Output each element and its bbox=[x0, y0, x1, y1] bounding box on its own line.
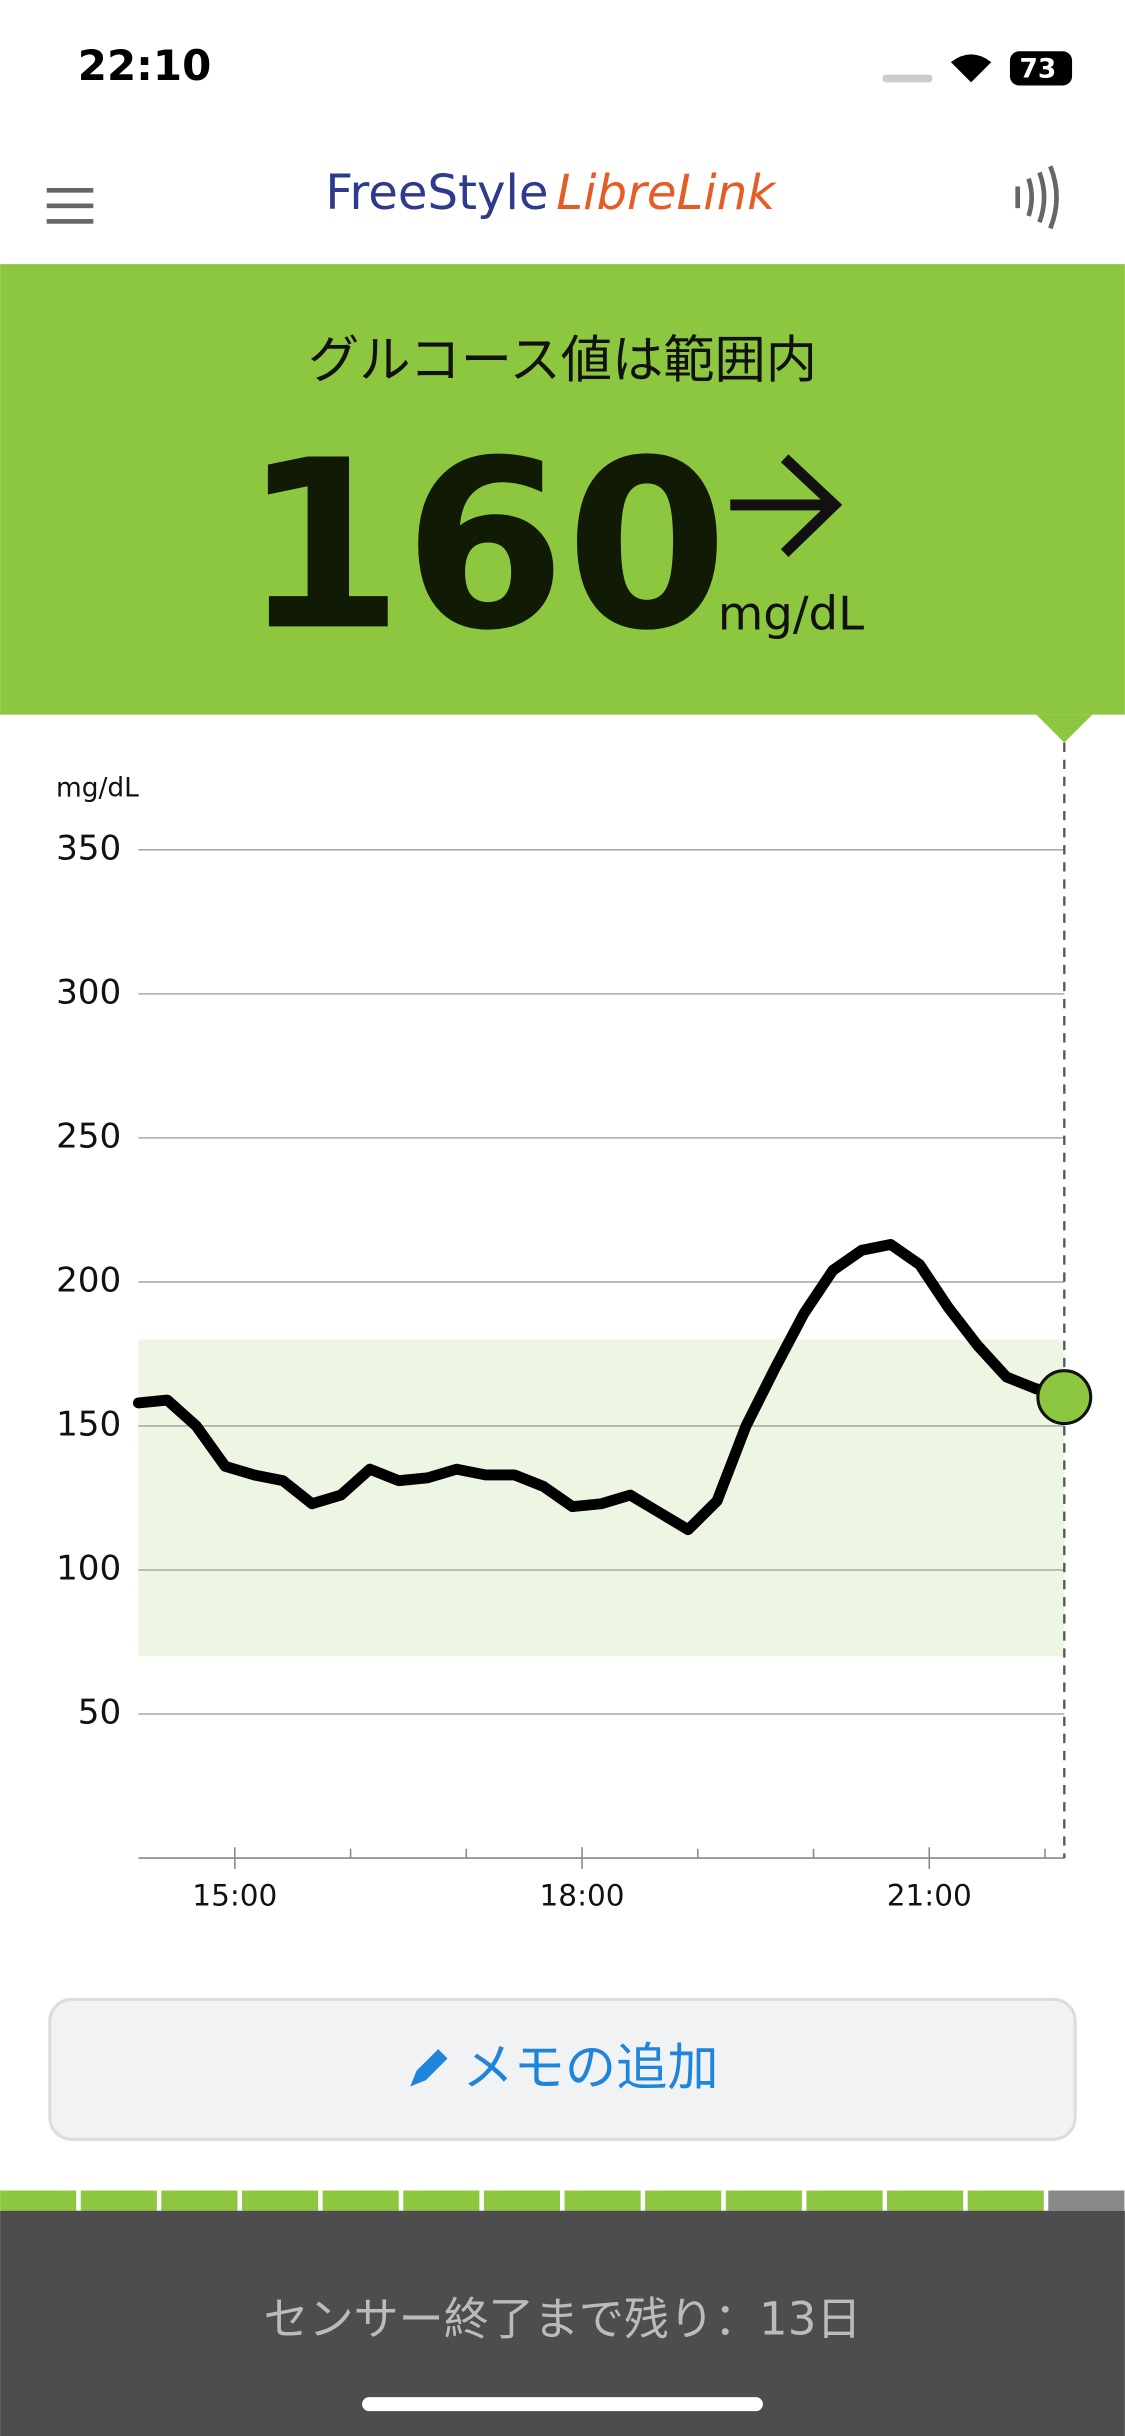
glucose-line bbox=[132, 1239, 1070, 1536]
home-indicator bbox=[362, 2397, 763, 2412]
target-range bbox=[138, 1339, 1065, 1657]
y-tick-label: 200 bbox=[56, 1260, 121, 1300]
trend-arrow bbox=[730, 454, 843, 557]
progress-segment bbox=[564, 2190, 641, 2211]
menu-button[interactable] bbox=[46, 187, 94, 224]
y-tick-label: 250 bbox=[56, 1116, 121, 1156]
x-tick-label: 18:00 bbox=[540, 1878, 625, 1912]
progress-segment bbox=[322, 2190, 399, 2211]
pencil-icon bbox=[410, 2049, 448, 2087]
wifi bbox=[950, 54, 992, 83]
progress-segment bbox=[80, 2190, 157, 2211]
y-tick-label: 350 bbox=[56, 828, 121, 868]
progress-segment bbox=[645, 2190, 722, 2211]
x-tick-label: 21:00 bbox=[887, 1878, 972, 1912]
sensor-progress bbox=[0, 2190, 1125, 2211]
logo-librelink: LibreLink bbox=[556, 165, 777, 221]
battery bbox=[1009, 51, 1073, 86]
memo-button[interactable]: メモの追加 bbox=[48, 1997, 1077, 2141]
memo-button-bg bbox=[48, 1997, 1077, 2141]
logo-freestyle: FreeStyle bbox=[325, 165, 548, 221]
scan-icon bbox=[1048, 165, 1059, 230]
memo-button-label: メモの追加 bbox=[462, 2038, 718, 2098]
battery-level: 73 bbox=[1020, 53, 1057, 84]
sensor-remaining: センサー終了まで残り：13日 bbox=[264, 2293, 862, 2346]
progress-segment bbox=[967, 2190, 1044, 2211]
status-icons: 73 bbox=[882, 51, 1073, 86]
menu-bar bbox=[46, 219, 94, 224]
x-tick-label: 15:00 bbox=[192, 1878, 277, 1912]
status-time: 22:10 bbox=[78, 41, 212, 90]
signal bbox=[882, 74, 933, 83]
banner-pointer bbox=[1036, 714, 1093, 743]
y-axis-label: mg/dL bbox=[56, 773, 139, 804]
reading-banner bbox=[0, 264, 1125, 715]
progress-segment bbox=[0, 2190, 77, 2211]
chart: mg/dL 50 100 150 200 250 300 350 15:00 18:00 21:00 bbox=[56, 742, 1093, 1912]
progress-segment bbox=[725, 2190, 802, 2211]
current-point bbox=[1036, 1369, 1093, 1426]
progress-segment bbox=[161, 2190, 238, 2211]
reading-status: グルコース値は範囲内 bbox=[308, 331, 817, 391]
progress-segment bbox=[241, 2190, 319, 2211]
y-tick-label: 50 bbox=[78, 1693, 121, 1733]
menu-bar bbox=[46, 187, 94, 193]
scan-button[interactable] bbox=[1015, 165, 1059, 230]
progress-segment bbox=[1048, 2190, 1125, 2211]
progress-segment bbox=[483, 2190, 561, 2211]
progress-segment bbox=[806, 2190, 883, 2211]
y-tick-label: 150 bbox=[56, 1404, 121, 1444]
reading-value: 160 bbox=[242, 410, 728, 681]
progress-segment bbox=[403, 2190, 480, 2211]
scan-icon bbox=[1037, 171, 1047, 223]
progress-segment bbox=[887, 2190, 964, 2211]
menu-bar bbox=[46, 203, 94, 209]
scan-icon bbox=[1026, 177, 1035, 217]
y-tick-label: 100 bbox=[56, 1548, 121, 1588]
y-tick-label: 300 bbox=[56, 972, 121, 1012]
reading-unit: mg/dL bbox=[718, 586, 864, 640]
